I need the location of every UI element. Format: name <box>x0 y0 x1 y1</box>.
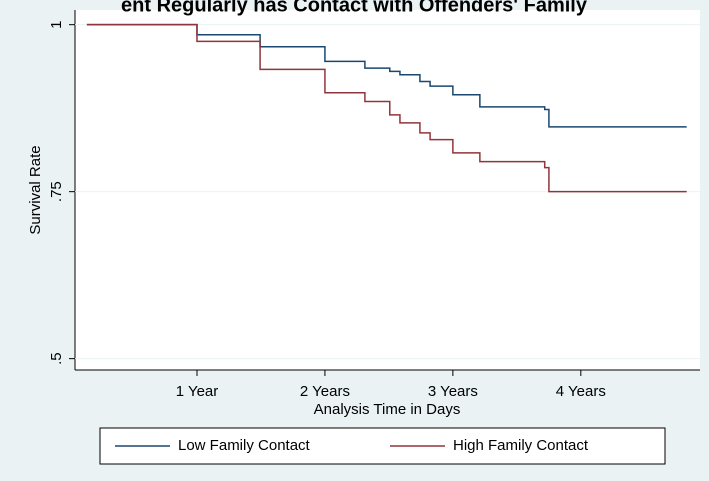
x-tick-label: 4 Years <box>556 383 606 400</box>
x-axis-label: Analysis Time in Days <box>314 401 461 418</box>
y-axis-label: Survival Rate <box>27 145 44 234</box>
survival-line <box>86 23 687 193</box>
legend <box>99 427 666 465</box>
x-tick-label: 1 Year <box>176 383 219 400</box>
plot-area <box>75 10 700 370</box>
legend-label: Low Family Contact <box>178 437 311 454</box>
y-tick-label: 1 <box>48 21 65 29</box>
y-tick-label: .75 <box>48 181 65 202</box>
legend-label: High Family Contact <box>453 437 589 454</box>
y-tick-label: .5 <box>48 352 65 365</box>
x-tick-label: 3 Years <box>428 383 478 400</box>
chart-title: ent Regularly has Contact with Offenders… <box>121 0 588 16</box>
survival-line <box>86 23 687 128</box>
x-tick-label: 2 Years <box>300 383 350 400</box>
